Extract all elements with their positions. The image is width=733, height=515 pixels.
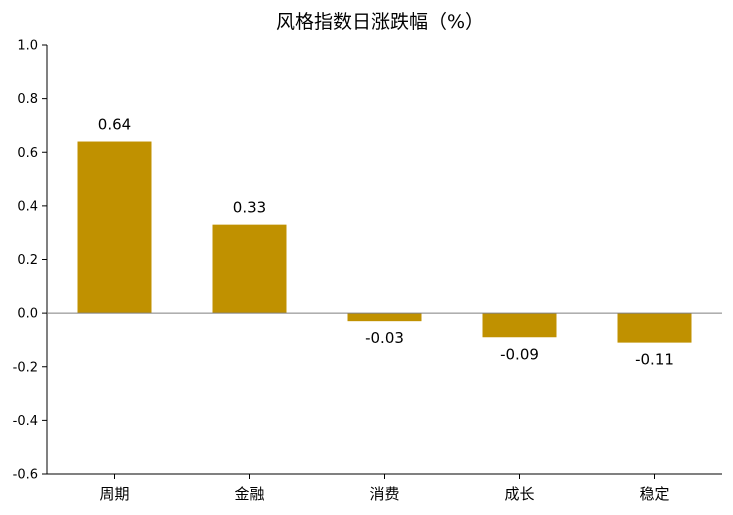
data-label: 0.64 bbox=[98, 116, 131, 134]
bar bbox=[482, 313, 557, 338]
bars-group bbox=[77, 141, 692, 343]
x-tick-label: 成长 bbox=[504, 485, 534, 503]
bar bbox=[212, 224, 287, 314]
y-tick-label: -0.2 bbox=[13, 360, 38, 375]
bar bbox=[347, 313, 422, 322]
x-tick-label: 金融 bbox=[234, 485, 264, 503]
data-label: 0.33 bbox=[233, 199, 266, 217]
data-label: -0.03 bbox=[365, 329, 404, 347]
y-tick-label: 0.8 bbox=[17, 92, 38, 107]
data-labels-group: 0.64 0.33 -0.03 -0.09 -0.11 bbox=[98, 116, 674, 369]
y-tick-label: 0.0 bbox=[17, 307, 38, 322]
x-axis: 周期 金融 消费 成长 稳定 bbox=[47, 312, 722, 503]
y-tick-label: 0.2 bbox=[17, 253, 38, 268]
y-tick-label: -0.4 bbox=[13, 414, 38, 429]
data-label: -0.09 bbox=[500, 345, 539, 363]
y-tick-label: 1.0 bbox=[17, 39, 38, 54]
y-tick-label: -0.6 bbox=[13, 468, 38, 483]
bar bbox=[77, 141, 152, 314]
data-label: -0.11 bbox=[635, 351, 674, 369]
y-axis: 1.0 0.8 0.6 0.4 0.2 0.0 -0.2 -0.4 -0.6 bbox=[13, 39, 48, 483]
chart-title: 风格指数日涨跌幅（%） bbox=[276, 11, 484, 33]
x-tick-label: 消费 bbox=[369, 485, 399, 503]
x-tick-label: 稳定 bbox=[639, 485, 669, 503]
y-tick-label: 0.6 bbox=[17, 146, 38, 161]
bar bbox=[617, 313, 692, 343]
x-tick-label: 周期 bbox=[99, 485, 129, 503]
y-tick-label: 0.4 bbox=[17, 199, 38, 214]
